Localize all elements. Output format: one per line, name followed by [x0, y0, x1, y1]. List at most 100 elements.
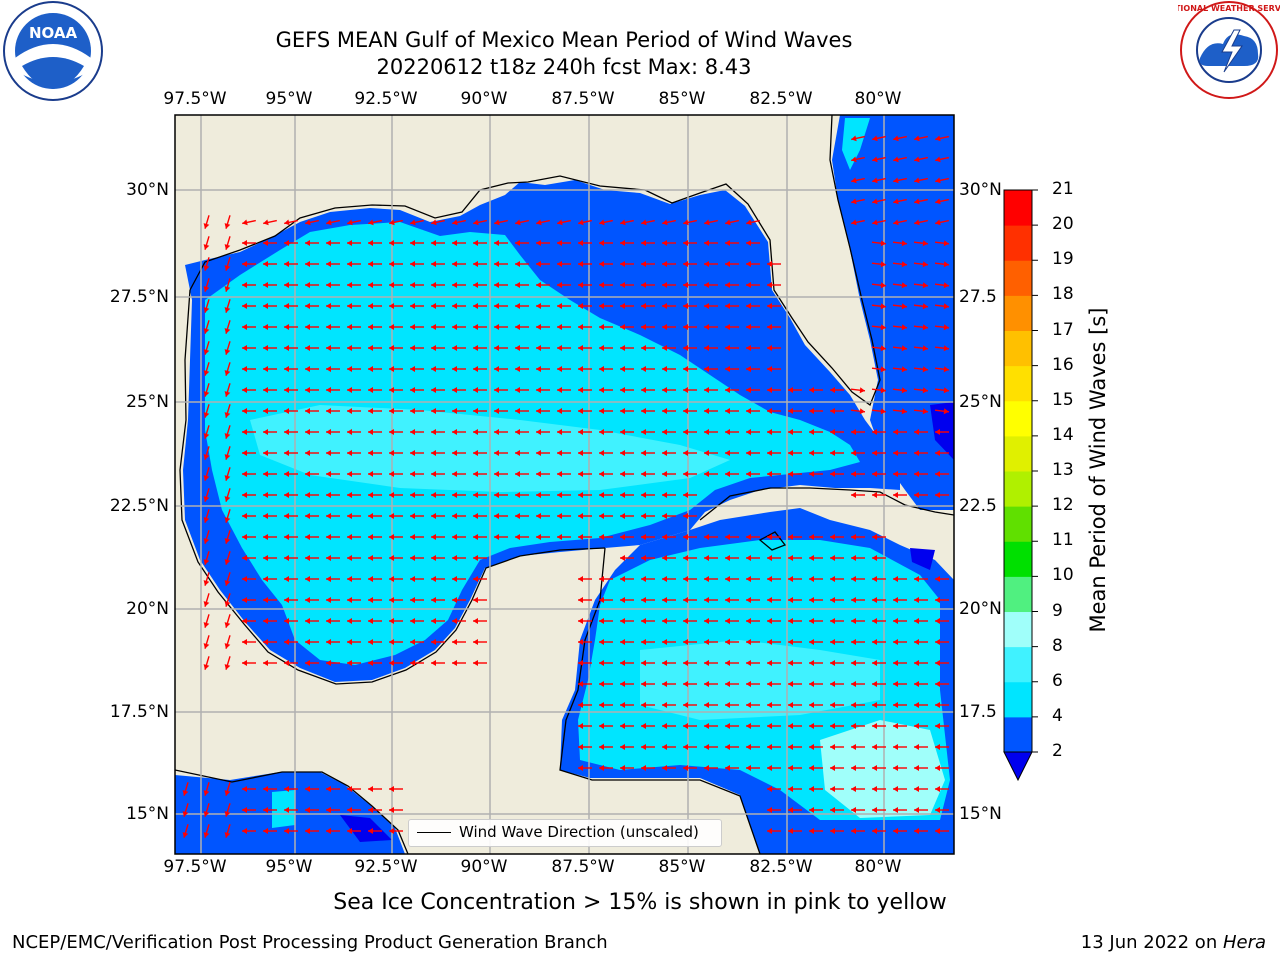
wind-arrowhead	[368, 492, 373, 498]
wind-arrowhead	[326, 408, 331, 414]
wind-arrowhead	[305, 345, 310, 351]
wind-arrowhead	[473, 534, 478, 540]
colorbar-segment	[1004, 435, 1032, 472]
wind-arrowhead	[473, 429, 478, 435]
wind-arrowhead	[326, 786, 331, 792]
wind-arrowhead	[641, 450, 646, 456]
wind-arrowhead	[943, 387, 949, 394]
wind-arrowhead	[746, 702, 751, 708]
wind-arrowhead	[683, 681, 688, 687]
wind-arrowhead	[725, 345, 730, 351]
wind-arrowhead	[599, 240, 604, 246]
wind-arrowhead	[578, 534, 583, 540]
wind-arrowhead	[224, 811, 231, 817]
wind-arrowhead	[473, 282, 478, 288]
wind-arrowhead	[872, 618, 877, 624]
wind-arrowhead	[746, 387, 751, 393]
wind-arrowhead	[683, 261, 688, 267]
wind-arrowhead	[851, 828, 856, 834]
wind-arrowhead	[683, 576, 688, 582]
map-title-line2: 20220612 t18z 240h fcst Max: 8.43	[376, 55, 752, 79]
wind-arrowhead	[809, 471, 814, 477]
wind-arrowhead	[872, 765, 877, 771]
wind-arrowhead	[620, 471, 625, 477]
wind-arrowhead	[368, 429, 373, 435]
wind-arrowhead	[599, 471, 604, 477]
colorbar-tick-label: 11	[1052, 530, 1074, 551]
wind-arrowhead	[704, 618, 709, 624]
wind-arrowhead	[893, 660, 898, 666]
wind-arrowhead	[494, 240, 499, 246]
footer-date: 13 Jun 2022 on Hera	[1081, 932, 1266, 953]
colorbar-tick-label: 16	[1052, 354, 1074, 375]
wind-arrowhead	[851, 576, 856, 582]
wind-arrowhead	[263, 303, 268, 309]
wind-arrowhead	[494, 303, 499, 309]
wind-arrowhead	[536, 534, 541, 540]
wind-arrowhead	[578, 660, 583, 666]
wind-arrowhead	[389, 408, 394, 414]
wind-arrowhead	[263, 408, 268, 414]
wind-arrowhead	[872, 471, 877, 477]
wind-arrowhead	[536, 324, 541, 330]
wind-arrowhead	[326, 471, 331, 477]
wind-arrowhead	[578, 324, 583, 330]
wind-arrowhead	[494, 345, 499, 351]
wind-arrowhead	[473, 408, 478, 414]
wind-arrowhead	[203, 832, 210, 838]
wind-arrowhead	[242, 618, 247, 624]
wind-arrowhead	[224, 328, 231, 334]
wind-arrowhead	[452, 240, 457, 246]
wind-arrowhead	[704, 681, 709, 687]
wind-arrowhead	[683, 366, 688, 372]
wind-arrowhead	[368, 261, 373, 267]
wind-arrowhead	[662, 744, 667, 750]
wind-arrowhead	[943, 366, 949, 373]
wind-arrowhead	[578, 597, 583, 603]
wind-arrowhead	[620, 282, 625, 288]
wind-arrowhead	[851, 681, 856, 687]
wind-arrowhead	[578, 429, 583, 435]
wind-arrowhead	[830, 450, 835, 456]
wind-arrowhead	[599, 303, 604, 309]
wind-arrowhead	[935, 576, 940, 582]
wind-arrowhead	[922, 345, 928, 352]
wind-arrowhead	[431, 534, 436, 540]
wind-arrowhead	[305, 282, 310, 288]
wind-arrowhead	[767, 702, 772, 708]
wind-arrowhead	[326, 429, 331, 435]
wind-arrowhead	[203, 517, 210, 523]
lon-label-top: 85°W	[658, 89, 706, 109]
wind-arrowhead	[347, 828, 352, 834]
wind-arrowhead	[494, 324, 499, 330]
wind-arrowhead	[368, 303, 373, 309]
wind-arrowhead	[662, 282, 667, 288]
wind-arrowhead	[746, 366, 751, 372]
wind-arrowhead	[935, 471, 940, 477]
wind-arrowhead	[284, 261, 289, 267]
wind-arrowhead	[203, 538, 210, 544]
wind-arrowhead	[347, 282, 352, 288]
wind-arrowhead	[431, 597, 436, 603]
wind-arrowhead	[452, 387, 457, 393]
wind-arrowhead	[473, 576, 478, 582]
wind-arrowhead	[473, 450, 478, 456]
wind-arrowhead	[788, 576, 793, 582]
wind-arrowhead	[431, 450, 436, 456]
wind-arrowhead	[851, 786, 856, 792]
wind-arrowhead	[368, 324, 373, 330]
noaa-logo: NOAA	[3, 1, 103, 101]
wind-arrowhead	[242, 387, 247, 393]
wind-arrowhead	[662, 723, 667, 729]
wind-arrowhead	[641, 408, 646, 414]
wind-arrowhead	[788, 450, 793, 456]
colorbar-tick-label: 8	[1052, 635, 1063, 656]
wind-arrowhead	[452, 450, 457, 456]
wind-arrowhead	[452, 513, 457, 519]
wind-arrowhead	[452, 345, 457, 351]
wind-arrowhead	[473, 618, 478, 624]
wind-arrowhead	[347, 576, 352, 582]
wind-arrowhead	[746, 303, 751, 309]
wind-arrowhead	[305, 429, 310, 435]
wind-arrowhead	[893, 765, 898, 771]
